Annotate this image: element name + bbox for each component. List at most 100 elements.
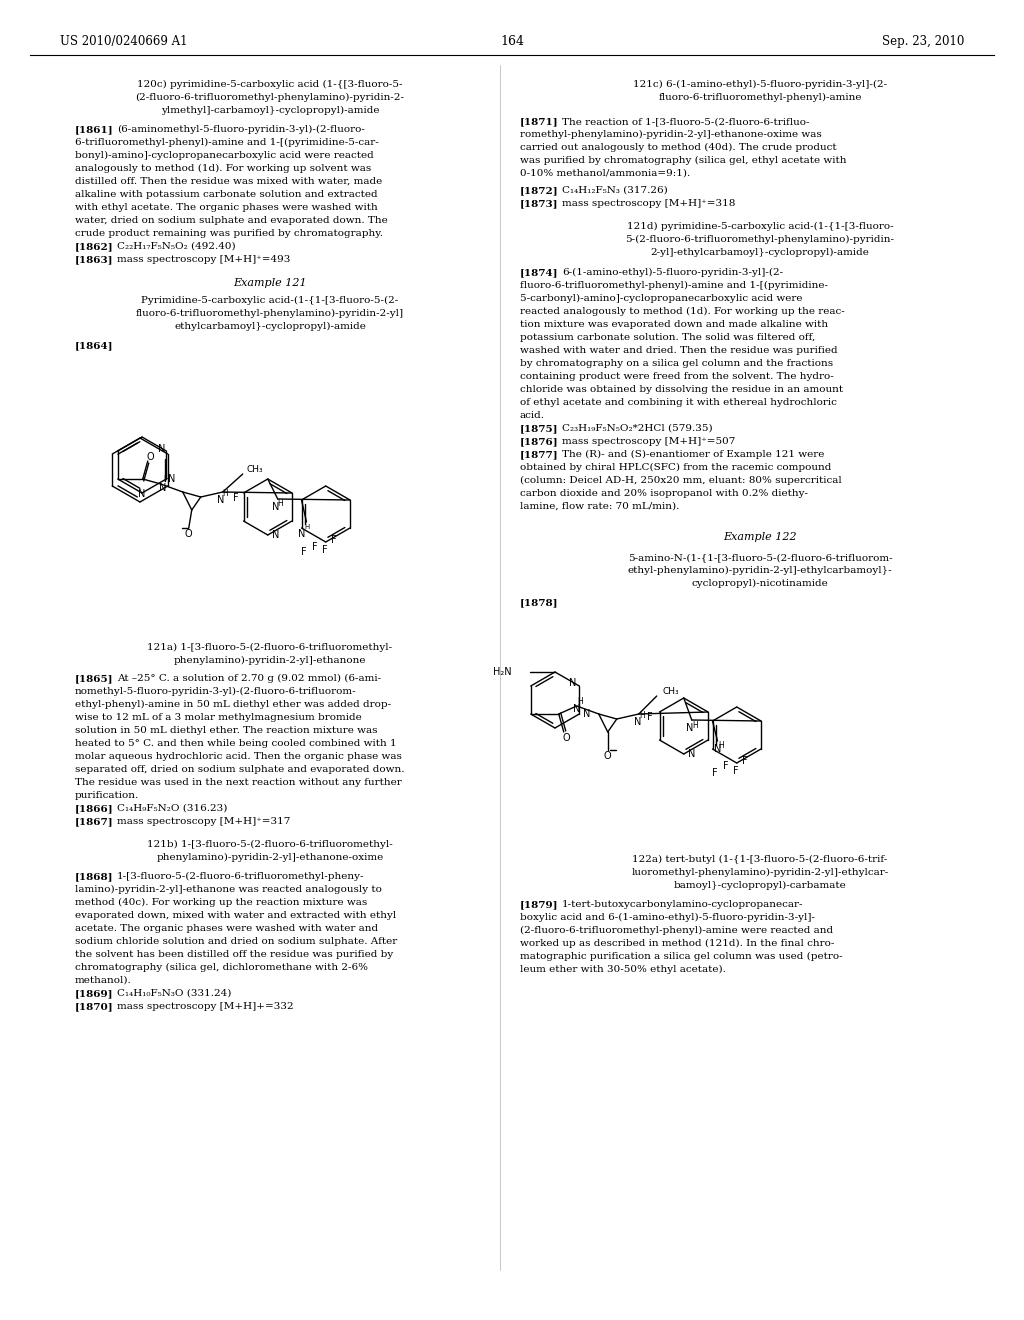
Text: boxylic acid and 6-(1-amino-ethyl)-5-fluoro-pyridin-3-yl]-: boxylic acid and 6-(1-amino-ethyl)-5-flu…: [520, 913, 815, 923]
Text: [1870]: [1870]: [75, 1002, 114, 1011]
Text: [1879]: [1879]: [520, 900, 558, 909]
Text: [1874]: [1874]: [520, 268, 558, 277]
Text: mass spectroscopy [M+H]+=332: mass spectroscopy [M+H]+=332: [117, 1002, 294, 1011]
Text: ethyl-phenylamino)-pyridin-2-yl]-ethylcarbamoyl}-: ethyl-phenylamino)-pyridin-2-yl]-ethylca…: [628, 566, 892, 576]
Text: ethylcarbamoyl}-cyclopropyl)-amide: ethylcarbamoyl}-cyclopropyl)-amide: [174, 322, 366, 331]
Text: chromatography (silica gel, dichloromethane with 2-6%: chromatography (silica gel, dichlorometh…: [75, 964, 368, 972]
Text: N: N: [714, 744, 721, 754]
Text: O: O: [146, 451, 155, 462]
Text: mass spectroscopy [M+H]⁺=507: mass spectroscopy [M+H]⁺=507: [562, 437, 735, 446]
Text: with ethyl acetate. The organic phases were washed with: with ethyl acetate. The organic phases w…: [75, 203, 378, 213]
Text: N: N: [298, 529, 305, 539]
Text: worked up as described in method (121d). In the final chro-: worked up as described in method (121d).…: [520, 939, 835, 948]
Text: wise to 12 mL of a 3 molar methylmagnesium bromide: wise to 12 mL of a 3 molar methylmagnesi…: [75, 713, 361, 722]
Text: H: H: [304, 524, 309, 531]
Text: 6-trifluoromethyl-phenyl)-amine and 1-[(pyrimidine-5-car-: 6-trifluoromethyl-phenyl)-amine and 1-[(…: [75, 139, 379, 147]
Text: F: F: [742, 756, 748, 766]
Text: F: F: [331, 535, 337, 545]
Text: 121d) pyrimidine-5-carboxylic acid-(1-{1-[3-fluoro-: 121d) pyrimidine-5-carboxylic acid-(1-{1…: [627, 222, 893, 231]
Text: mass spectroscopy [M+H]⁺=318: mass spectroscopy [M+H]⁺=318: [562, 199, 735, 209]
Text: O: O: [604, 751, 611, 762]
Text: evaporated down, mixed with water and extracted with ethyl: evaporated down, mixed with water and ex…: [75, 911, 396, 920]
Text: potassium carbonate solution. The solid was filtered off,: potassium carbonate solution. The solid …: [520, 333, 815, 342]
Text: (2-fluoro-6-trifluoromethyl-phenyl)-amine were reacted and: (2-fluoro-6-trifluoromethyl-phenyl)-amin…: [520, 927, 834, 935]
Text: At –25° C. a solution of 2.70 g (9.02 mmol) (6-ami-: At –25° C. a solution of 2.70 g (9.02 mm…: [117, 675, 381, 684]
Text: solution in 50 mL diethyl ether. The reaction mixture was: solution in 50 mL diethyl ether. The rea…: [75, 726, 378, 735]
Text: 122a) tert-butyl (1-{1-[3-fluoro-5-(2-fluoro-6-trif-: 122a) tert-butyl (1-{1-[3-fluoro-5-(2-fl…: [633, 855, 888, 865]
Text: The residue was used in the next reaction without any further: The residue was used in the next reactio…: [75, 777, 401, 787]
Text: 6-(1-amino-ethyl)-5-fluoro-pyridin-3-yl]-(2-: 6-(1-amino-ethyl)-5-fluoro-pyridin-3-yl]…: [562, 268, 783, 277]
Text: nomethyl-5-fluoro-pyridin-3-yl)-(2-fluoro-6-trifluorom-: nomethyl-5-fluoro-pyridin-3-yl)-(2-fluor…: [75, 686, 356, 696]
Text: N: N: [583, 709, 590, 719]
Text: chloride was obtained by dissolving the residue in an amount: chloride was obtained by dissolving the …: [520, 385, 843, 393]
Text: N: N: [168, 474, 175, 484]
Text: 164: 164: [500, 36, 524, 48]
Text: romethyl-phenylamino)-pyridin-2-yl]-ethanone-oxime was: romethyl-phenylamino)-pyridin-2-yl]-etha…: [520, 129, 821, 139]
Text: 5-(2-fluoro-6-trifluoromethyl-phenylamino)-pyridin-: 5-(2-fluoro-6-trifluoromethyl-phenylamin…: [626, 235, 895, 244]
Text: mass spectroscopy [M+H]⁺=493: mass spectroscopy [M+H]⁺=493: [117, 255, 291, 264]
Text: C₂₃H₁₉F₅N₅O₂*2HCl (579.35): C₂₃H₁₉F₅N₅O₂*2HCl (579.35): [562, 424, 713, 433]
Text: N: N: [688, 748, 695, 759]
Text: H: H: [577, 697, 583, 705]
Text: obtained by chiral HPLC(SFC) from the racemic compound: obtained by chiral HPLC(SFC) from the ra…: [520, 463, 831, 473]
Text: H: H: [639, 711, 645, 721]
Text: F: F: [733, 766, 738, 776]
Text: H: H: [163, 475, 169, 484]
Text: phenylamino)-pyridin-2-yl]-ethanone: phenylamino)-pyridin-2-yl]-ethanone: [174, 656, 367, 665]
Text: methanol).: methanol).: [75, 975, 132, 985]
Text: [1862]: [1862]: [75, 242, 114, 251]
Text: N: N: [159, 483, 167, 492]
Text: tion mixture was evaporated down and made alkaline with: tion mixture was evaporated down and mad…: [520, 319, 828, 329]
Text: N: N: [568, 678, 575, 688]
Text: cyclopropyl)-nicotinamide: cyclopropyl)-nicotinamide: [691, 579, 828, 589]
Text: CH₃: CH₃: [247, 465, 263, 474]
Text: by chromatography on a silica gel column and the fractions: by chromatography on a silica gel column…: [520, 359, 834, 368]
Text: water, dried on sodium sulphate and evaporated down. The: water, dried on sodium sulphate and evap…: [75, 216, 388, 224]
Text: 2-yl]-ethylcarbamoyl}-cyclopropyl)-amide: 2-yl]-ethylcarbamoyl}-cyclopropyl)-amide: [650, 248, 869, 257]
Text: acid.: acid.: [520, 411, 545, 420]
Text: 121b) 1-[3-fluoro-5-(2-fluoro-6-trifluoromethyl-: 121b) 1-[3-fluoro-5-(2-fluoro-6-trifluor…: [147, 840, 393, 849]
Text: F: F: [232, 492, 239, 503]
Text: purification.: purification.: [75, 791, 139, 800]
Text: H: H: [222, 490, 227, 499]
Text: [1871]: [1871]: [520, 117, 559, 125]
Text: C₁₄H₁₀F₅N₃O (331.24): C₁₄H₁₀F₅N₃O (331.24): [117, 989, 231, 998]
Text: Pyrimidine-5-carboxylic acid-(1-{1-[3-fluoro-5-(2-: Pyrimidine-5-carboxylic acid-(1-{1-[3-fl…: [141, 296, 398, 305]
Text: 1-tert-butoxycarbonylamino-cyclopropanecar-: 1-tert-butoxycarbonylamino-cyclopropanec…: [562, 900, 804, 909]
Text: method (40c). For working up the reaction mixture was: method (40c). For working up the reactio…: [75, 898, 368, 907]
Text: reacted analogously to method (1d). For working up the reac-: reacted analogously to method (1d). For …: [520, 308, 845, 315]
Text: [1868]: [1868]: [75, 873, 114, 880]
Text: crude product remaining was purified by chromatography.: crude product remaining was purified by …: [75, 228, 383, 238]
Text: H: H: [276, 499, 283, 508]
Text: [1861]: [1861]: [75, 125, 114, 135]
Text: bamoyl}-cyclopropyl)-carbamate: bamoyl}-cyclopropyl)-carbamate: [674, 880, 847, 890]
Text: distilled off. Then the residue was mixed with water, made: distilled off. Then the residue was mixe…: [75, 177, 382, 186]
Text: was purified by chromatography (silica gel, ethyl acetate with: was purified by chromatography (silica g…: [520, 156, 847, 165]
Text: 121a) 1-[3-fluoro-5-(2-fluoro-6-trifluoromethyl-: 121a) 1-[3-fluoro-5-(2-fluoro-6-trifluor…: [147, 643, 392, 652]
Text: [1863]: [1863]: [75, 255, 114, 264]
Text: 5-carbonyl)-amino]-cyclopropanecarboxylic acid were: 5-carbonyl)-amino]-cyclopropanecarboxyli…: [520, 294, 803, 304]
Text: C₂₂H₁₇F₅N₅O₂ (492.40): C₂₂H₁₇F₅N₅O₂ (492.40): [117, 242, 236, 251]
Text: [1877]: [1877]: [520, 450, 559, 459]
Text: N: N: [686, 723, 693, 733]
Text: of ethyl acetate and combining it with ethereal hydrochloric: of ethyl acetate and combining it with e…: [520, 399, 837, 407]
Text: O: O: [185, 529, 193, 539]
Text: analogously to method (1d). For working up solvent was: analogously to method (1d). For working …: [75, 164, 372, 173]
Text: N: N: [573, 704, 581, 714]
Text: sodium chloride solution and dried on sodium sulphate. After: sodium chloride solution and dried on so…: [75, 937, 397, 946]
Text: F: F: [712, 768, 718, 777]
Text: O: O: [563, 733, 570, 743]
Text: H: H: [692, 721, 697, 730]
Text: The (R)- and (S)-enantiomer of Example 121 were: The (R)- and (S)-enantiomer of Example 1…: [562, 450, 824, 459]
Text: N: N: [272, 502, 280, 512]
Text: lamino)-pyridin-2-yl]-ethanone was reacted analogously to: lamino)-pyridin-2-yl]-ethanone was react…: [75, 884, 382, 894]
Text: (2-fluoro-6-trifluoromethyl-phenylamino)-pyridin-2-: (2-fluoro-6-trifluoromethyl-phenylamino)…: [135, 92, 404, 102]
Text: N: N: [634, 717, 641, 727]
Text: (column: Deicel AD-H, 250x20 mm, eluant: 80% supercritical: (column: Deicel AD-H, 250x20 mm, eluant:…: [520, 477, 842, 486]
Text: carried out analogously to method (40d). The crude product: carried out analogously to method (40d).…: [520, 143, 837, 152]
Text: F: F: [311, 543, 317, 552]
Text: mass spectroscopy [M+H]⁺=317: mass spectroscopy [M+H]⁺=317: [117, 817, 291, 826]
Text: [1876]: [1876]: [520, 437, 559, 446]
Text: H: H: [719, 741, 724, 750]
Text: Sep. 23, 2010: Sep. 23, 2010: [882, 36, 964, 48]
